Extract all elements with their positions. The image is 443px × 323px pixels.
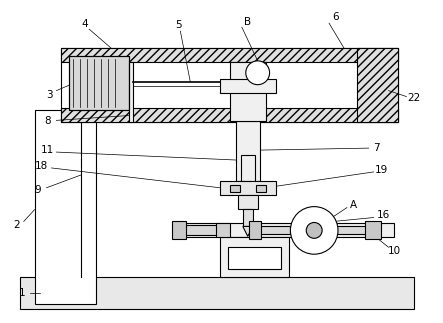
Text: 1: 1 (19, 288, 25, 298)
Bar (129, 62, 133, 122)
Text: 18: 18 (35, 161, 48, 171)
Bar (236, 121, 260, 181)
Text: 3: 3 (46, 89, 53, 99)
Bar (69, 56, 129, 110)
Bar (230, 62, 266, 121)
Bar (228, 247, 281, 269)
Text: 2: 2 (13, 220, 20, 230)
Bar (216, 224, 230, 237)
Bar (69, 56, 129, 110)
Bar (172, 222, 187, 239)
Bar (220, 181, 276, 195)
Text: 5: 5 (175, 20, 182, 30)
Text: B: B (244, 17, 251, 27)
Text: 9: 9 (34, 185, 41, 195)
Bar (35, 110, 96, 304)
Bar (175, 224, 393, 237)
Text: 6: 6 (333, 12, 339, 22)
Bar (62, 48, 398, 62)
Circle shape (246, 61, 270, 85)
Text: 22: 22 (408, 93, 421, 103)
Text: 16: 16 (377, 210, 390, 220)
Bar (314, 226, 379, 234)
Circle shape (306, 223, 322, 238)
Bar (357, 48, 398, 122)
Text: 11: 11 (41, 145, 54, 155)
Bar (365, 222, 381, 239)
Bar (243, 209, 253, 226)
Polygon shape (243, 226, 253, 236)
Text: 19: 19 (375, 165, 388, 175)
Bar (255, 226, 291, 234)
Bar (230, 185, 240, 192)
Text: 8: 8 (44, 116, 51, 126)
Bar (256, 185, 266, 192)
Bar (62, 48, 398, 122)
Text: 4: 4 (82, 19, 89, 29)
Bar (220, 79, 276, 93)
Bar (238, 195, 258, 209)
Bar (220, 237, 289, 277)
Bar (20, 277, 414, 309)
Bar (179, 225, 228, 235)
Bar (249, 222, 260, 239)
Text: 7: 7 (373, 143, 380, 153)
Text: 10: 10 (388, 246, 401, 256)
Circle shape (291, 207, 338, 254)
Bar (62, 109, 398, 122)
Bar (241, 155, 255, 181)
Text: A: A (350, 200, 358, 210)
